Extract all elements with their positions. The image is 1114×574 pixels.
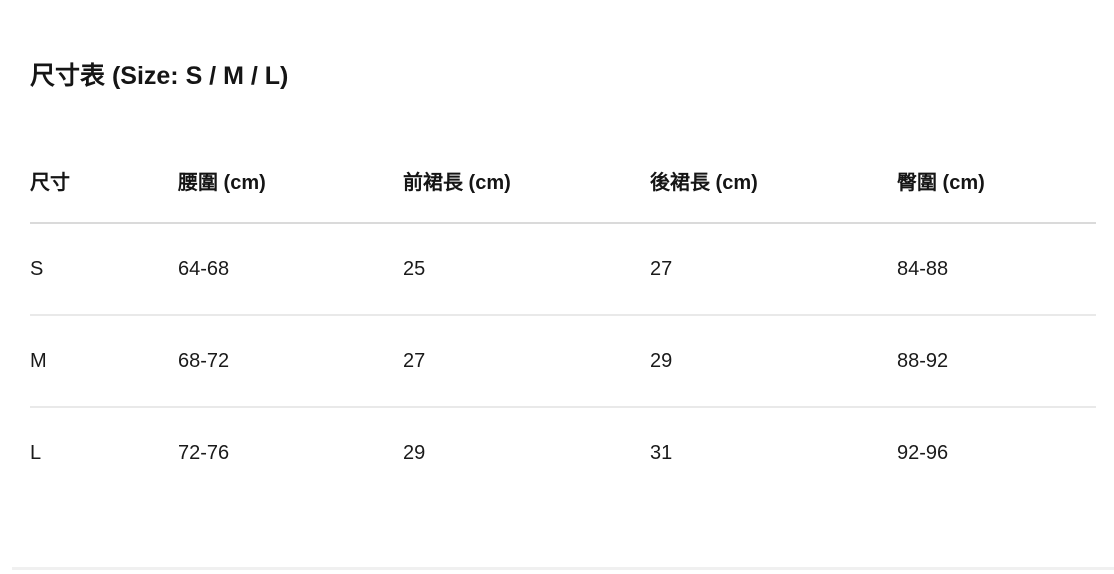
- column-header-size: 尺寸: [30, 138, 178, 224]
- section-divider: [12, 567, 1114, 570]
- cell-hip: 84-88: [897, 223, 1096, 316]
- cell-size: M: [30, 315, 178, 408]
- table-row-s: S 64-68 25 27 84-88: [30, 223, 1096, 316]
- cell-front-length: 25: [403, 223, 650, 316]
- cell-waist: 72-76: [178, 441, 230, 464]
- cell-size: S: [30, 223, 178, 316]
- table-row-m: M 68-72 27 29 88-92: [30, 315, 1096, 408]
- table-header-row: 尺寸 腰圍 (cm) 前裙長 (cm) 後裙長 (cm) 臀圍 (cm): [30, 138, 1096, 224]
- cell-front-length: 27: [403, 315, 650, 408]
- column-header-back-length: 後裙長 (cm): [650, 138, 897, 224]
- cell-size: L: [30, 441, 42, 464]
- column-header-front-length: 前裙長 (cm): [403, 138, 650, 224]
- column-header-hip: 臀圍 (cm): [897, 138, 1096, 224]
- table-row-l: L 72-76 29 31 92-96: [30, 407, 1096, 498]
- size-table: 尺寸 腰圍 (cm) 前裙長 (cm) 後裙長 (cm) 臀圍 (cm) S 6…: [30, 138, 1096, 498]
- cell-front-length: 29: [403, 441, 426, 464]
- column-header-waist: 腰圍 (cm): [178, 138, 403, 224]
- cell-back-length: 31: [650, 441, 673, 464]
- cell-back-length: 27: [650, 223, 897, 316]
- cell-back-length: 29: [650, 315, 897, 408]
- cell-hip: 88-92: [897, 315, 1096, 408]
- section-title: 尺寸表 (Size: S / M / L): [30, 62, 289, 90]
- cell-waist: 68-72: [178, 315, 403, 408]
- cell-hip: 92-96: [897, 441, 949, 464]
- cell-waist: 64-68: [178, 223, 403, 316]
